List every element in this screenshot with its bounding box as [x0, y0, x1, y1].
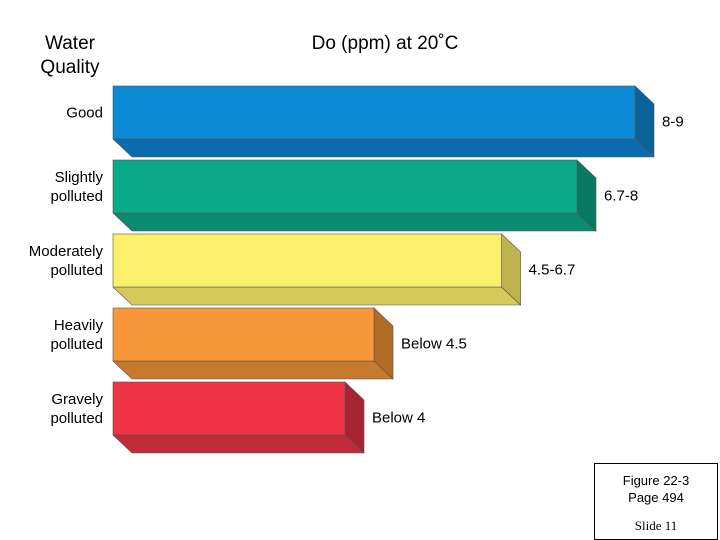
category-label-2: Slightly polluted: [50, 169, 103, 205]
bar-5: [112, 381, 346, 436]
category-label-line: Moderately: [29, 243, 104, 260]
data-label-4: Below 4.5: [401, 336, 467, 353]
category-label-line: polluted: [50, 188, 103, 205]
category-label-line: polluted: [50, 262, 103, 279]
bar-group-1: 8-9 Good: [66, 85, 684, 158]
figure-reference-box: Figure 22-3 Page 494 Slide 11: [594, 463, 718, 540]
bar-2: [112, 159, 578, 214]
category-label-line: Good: [66, 105, 103, 122]
category-label-line: Slightly: [55, 169, 104, 186]
category-label-line: polluted: [50, 336, 103, 353]
data-label-2: 6.7-8: [604, 188, 638, 205]
bar-4: [112, 307, 375, 362]
bar-group-5: Below 4 Gravely polluted: [50, 381, 425, 454]
category-label-line: polluted: [50, 410, 103, 427]
water-quality-heading: Water Quality: [40, 33, 100, 78]
category-label-1: Good: [66, 105, 103, 122]
category-label-5: Gravely polluted: [50, 391, 103, 427]
data-label-3: 4.5-6.7: [529, 262, 576, 279]
bar-bottom-face-4: [112, 360, 394, 380]
figure-caption: Figure 22-3 Page 494: [622, 473, 690, 505]
bar-bottom-face-2: [112, 212, 597, 232]
slide-number: Slide 11: [634, 518, 678, 533]
bar-bottom-face-5: [112, 434, 365, 454]
bar-bottom-face-3: [112, 286, 522, 306]
data-label-5: Below 4: [372, 410, 425, 427]
bar-group-3: 4.5-6.7 Moderately polluted: [29, 233, 576, 306]
bar-1: [112, 85, 636, 140]
category-label-3: Moderately polluted: [29, 243, 104, 279]
dissolved-oxygen-heading: Do (ppm) at 20˚C: [311, 33, 459, 54]
category-label-line: Gravely: [51, 391, 103, 408]
bar-group-4: Below 4.5 Heavily polluted: [50, 307, 467, 380]
data-label-1: 8-9: [662, 114, 684, 131]
category-label-line: Heavily: [54, 317, 104, 334]
category-label-4: Heavily polluted: [50, 317, 103, 353]
bar-bottom-face-1: [112, 138, 655, 158]
bar-group-2: 6.7-8 Slightly polluted: [50, 159, 638, 232]
bar-3: [112, 233, 502, 288]
